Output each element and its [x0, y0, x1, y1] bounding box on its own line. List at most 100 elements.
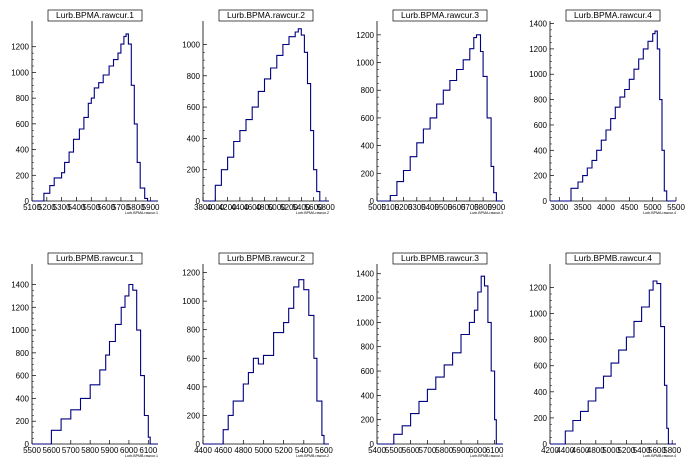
plot-5-y-tick-label: 1000	[11, 326, 29, 335]
plot-8-x-tick-label: 4600	[572, 446, 590, 455]
plot-6-x-tick-label: 5600	[315, 446, 333, 455]
plot-3-x-tick-label: 5500	[434, 203, 452, 212]
plot-2-histogram-series	[203, 28, 329, 202]
plot-1-x-axis-label: Lurb.BPMA.rawcur.1	[125, 211, 158, 215]
plot-5-x-tick-label: 5600	[42, 446, 60, 455]
plot-6-x-tick-label: 5200	[275, 446, 293, 455]
plot-8-x-tick-label: 5000	[602, 446, 620, 455]
plot-6-x-tick-label: 5400	[295, 446, 313, 455]
plot-3-x-tick-label: 5000	[368, 203, 386, 212]
plot-2-x-tick-label: 5400	[292, 203, 310, 212]
plot-7-title: Lurb.BPMB.rawcur.3	[401, 253, 479, 263]
plot-3-title: Lurb.BPMA.rawcur.3	[401, 10, 479, 20]
plot-5-histogram-series	[32, 283, 158, 445]
plot-8-x-tick-label: 5600	[648, 446, 666, 455]
plot-2-y-tick-label: 400	[187, 134, 201, 143]
plot-1-x-tick-label: 5600	[97, 203, 115, 212]
plot-7-y-tick-label: 400	[361, 391, 375, 400]
plot-7-x-tick-label: 5800	[435, 446, 453, 455]
plot-7-x-tick-label: 5900	[452, 446, 470, 455]
plot-6-x-tick-label: 4600	[214, 446, 232, 455]
plot-3-y-tick-label: 600	[361, 114, 375, 123]
plot-3-y-tick-label: 200	[361, 169, 375, 178]
plot-2-y-tick-label: 1000	[182, 40, 200, 49]
plot-5-x-tick-label: 6100	[139, 446, 157, 455]
plot-1-x-tick-label: 5500	[82, 203, 100, 212]
plot-6-y-tick-label: 1000	[182, 297, 200, 306]
plot-6-y-tick-label: 800	[187, 326, 201, 335]
plot-6-x-tick-label: 4800	[234, 446, 252, 455]
plot-5-x-tick-label: 5500	[23, 446, 41, 455]
plot-1-y-tick-label: 200	[16, 171, 30, 180]
plot-7-x-tick-label: 5400	[368, 446, 386, 455]
plot-1-x-tick-label: 5900	[142, 203, 160, 212]
plot-7-x-tick-label: 6100	[486, 446, 504, 455]
plot-2-x-tick-label: 3800	[194, 203, 212, 212]
plot-7-histogram-series	[377, 275, 503, 445]
plot-8-y-tick-label: 600	[534, 362, 548, 371]
plot-8-y-tick-label: 1000	[529, 310, 547, 319]
plot-1-y-tick-label: 1000	[11, 68, 29, 77]
plot-2-title-box	[218, 9, 314, 22]
plot-1-x-tick-label: 5200	[38, 203, 56, 212]
plot-3-y-tick-label: 400	[361, 142, 375, 151]
plot-1-title-box	[47, 9, 143, 22]
plot-8-x-tick-label: 5800	[663, 446, 681, 455]
plot-8-x-tick-label: 4400	[556, 446, 574, 455]
plot-4-x-tick-label: 5500	[667, 203, 685, 212]
plot-3-x-tick-label: 5400	[421, 203, 439, 212]
plot-7-x-tick-label: 6000	[469, 446, 487, 455]
plot-5-y-tick-label: 1200	[11, 303, 29, 312]
plot-5-x-tick-label: 5800	[81, 446, 99, 455]
plot-7-y-tick-label: 1400	[356, 270, 374, 279]
plot-8-title: Lurb.BPMB.rawcur.4	[574, 253, 652, 263]
plot-4-y-tick-label: 1400	[529, 20, 547, 29]
plot-4-histogram-series	[550, 30, 676, 202]
plot-7-y-tick-label: 1200	[356, 294, 374, 303]
plot-6-title-box	[218, 252, 314, 265]
plot-1-x-tick-label: 5300	[53, 203, 71, 212]
plot-8-x-tick-label: 4800	[587, 446, 605, 455]
plot-1-y-tick-label: 400	[16, 146, 30, 155]
plot-5-y-tick-label: 400	[16, 394, 30, 403]
plot-2-y-tick-label: 200	[187, 166, 201, 175]
plot-5-x-tick-label: 5900	[101, 446, 119, 455]
plot-7-y-tick-label: 0	[370, 440, 375, 449]
plot-8-title-box	[565, 252, 661, 265]
plot-5-y-tick-label: 600	[16, 372, 30, 381]
plot-7-y-tick-label: 200	[361, 416, 375, 425]
plot-6-x-tick-label: 4400	[194, 446, 212, 455]
plot-5-y-tick-label: 800	[16, 349, 30, 358]
plot-2-y-tick-label: 0	[196, 197, 201, 206]
plot-1-x-tick-label: 5400	[68, 203, 86, 212]
plot-5-x-axis-label: Lurb.BPMB.rawcur.1	[125, 454, 158, 458]
plot-3-title-box	[392, 9, 488, 22]
plot-8-y-tick-label: 200	[534, 414, 548, 423]
plot-4-title-box	[565, 9, 661, 22]
plot-6-y-tick-label: 1200	[182, 269, 200, 278]
plot-5-y-tick-label: 0	[25, 440, 30, 449]
plot-1-histogram-series	[32, 33, 158, 202]
plot-5-x-tick-label: 5700	[62, 446, 80, 455]
plot-4-x-tick-label: 4500	[620, 203, 638, 212]
plot-4-y-tick-label: 600	[534, 121, 548, 130]
plot-6-x-axis-label: Lurb.BPMB.rawcur.2	[296, 454, 329, 458]
plot-2-x-tick-label: 5200	[280, 203, 298, 212]
plot-6-title: Lurb.BPMB.rawcur.2	[227, 253, 305, 263]
plot-1-y-tick-label: 600	[16, 120, 30, 129]
plot-1-x-tick-label: 5700	[112, 203, 130, 212]
plot-2-x-tick-label: 4000	[206, 203, 224, 212]
plot-8-y-tick-label: 0	[543, 440, 548, 449]
plot-3-x-tick-label: 5700	[461, 203, 479, 212]
plot-1-y-tick-label: 1200	[11, 43, 29, 52]
plot-4-y-tick-label: 200	[534, 172, 548, 181]
plot-7-y-tick-label: 1000	[356, 318, 374, 327]
plot-2-x-tick-label: 4400	[231, 203, 249, 212]
plot-4-title: Lurb.BPMA.rawcur.4	[574, 10, 652, 20]
plot-5-title: Lurb.BPMB.rawcur.1	[56, 253, 134, 263]
plot-2-x-tick-label: 5800	[317, 203, 335, 212]
plot-2-x-tick-label: 4600	[243, 203, 261, 212]
plot-4-y-tick-label: 400	[534, 146, 548, 155]
plot-7-y-tick-label: 600	[361, 367, 375, 376]
